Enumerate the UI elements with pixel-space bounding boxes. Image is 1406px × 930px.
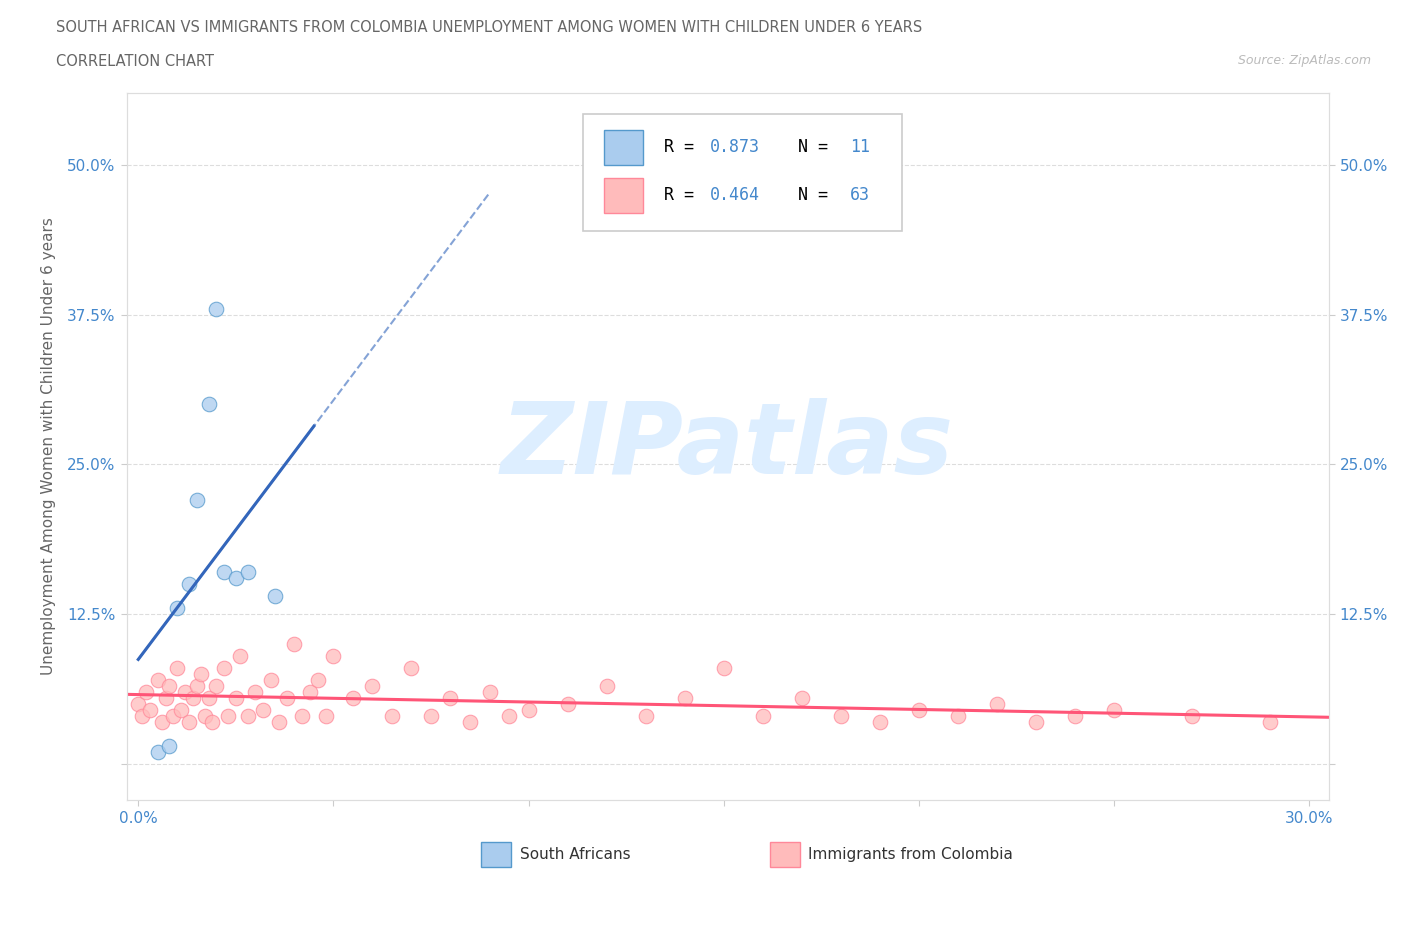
Text: R =: R = <box>664 187 704 205</box>
Point <box>201 714 224 729</box>
Text: 63: 63 <box>851 187 870 205</box>
Point <box>212 660 235 675</box>
Point <box>751 709 773 724</box>
Point <box>186 493 208 508</box>
Point <box>197 397 219 412</box>
Point <box>190 667 212 682</box>
Text: 0.873: 0.873 <box>710 139 759 156</box>
Point <box>439 691 461 706</box>
Point <box>217 709 239 724</box>
Point <box>170 702 193 717</box>
Point <box>225 571 247 586</box>
Point <box>713 660 735 675</box>
Point <box>166 601 188 616</box>
Point <box>298 684 321 699</box>
Text: N =: N = <box>778 139 838 156</box>
Point <box>225 691 247 706</box>
Point <box>252 702 274 717</box>
Point <box>790 691 813 706</box>
Text: Source: ZipAtlas.com: Source: ZipAtlas.com <box>1237 54 1371 67</box>
Point <box>420 709 443 724</box>
Point <box>401 660 423 675</box>
Text: CORRELATION CHART: CORRELATION CHART <box>56 54 214 69</box>
Point <box>186 679 208 694</box>
Point <box>291 709 314 724</box>
Point <box>498 709 520 724</box>
Point <box>322 648 344 663</box>
Point <box>986 697 1008 711</box>
Point <box>557 697 579 711</box>
Point <box>1181 709 1204 724</box>
Point <box>194 709 217 724</box>
Point <box>458 714 481 729</box>
Point <box>205 301 228 316</box>
Y-axis label: Unemployment Among Women with Children Under 6 years: Unemployment Among Women with Children U… <box>41 218 56 675</box>
Point <box>236 565 259 579</box>
Text: South Africans: South Africans <box>520 846 630 862</box>
Point <box>177 577 200 591</box>
Text: Immigrants from Colombia: Immigrants from Colombia <box>808 846 1012 862</box>
Point <box>283 637 305 652</box>
Point <box>267 714 290 729</box>
Point <box>478 684 501 699</box>
Point <box>162 709 184 724</box>
Point <box>150 714 173 729</box>
Point <box>361 679 384 694</box>
Point <box>205 679 228 694</box>
Point <box>174 684 197 699</box>
Bar <box>603 130 644 166</box>
Point <box>1258 714 1281 729</box>
Point <box>159 738 181 753</box>
Point <box>159 679 181 694</box>
Point <box>869 714 891 729</box>
Point <box>1025 714 1047 729</box>
Point <box>673 691 696 706</box>
Point <box>229 648 252 663</box>
Point <box>908 702 931 717</box>
Point <box>146 672 169 687</box>
Point <box>263 589 285 604</box>
Point <box>135 684 157 699</box>
Bar <box>481 842 512 867</box>
Point <box>260 672 283 687</box>
Point <box>276 691 298 706</box>
Bar <box>769 842 800 867</box>
Point <box>830 709 852 724</box>
Point <box>146 744 169 759</box>
Point <box>155 691 177 706</box>
Point <box>1102 702 1125 717</box>
Point <box>139 702 162 717</box>
Point <box>245 684 267 699</box>
Point <box>181 691 204 706</box>
Text: 11: 11 <box>851 139 870 156</box>
Point <box>946 709 969 724</box>
Point <box>177 714 200 729</box>
Point <box>595 679 617 694</box>
Point <box>1064 709 1087 724</box>
Text: 0.464: 0.464 <box>710 187 759 205</box>
Point <box>307 672 329 687</box>
Point <box>131 709 153 724</box>
Text: ZIPatlas: ZIPatlas <box>501 398 955 495</box>
Point <box>236 709 259 724</box>
Bar <box>603 178 644 213</box>
FancyBboxPatch shape <box>583 114 901 231</box>
Point <box>342 691 364 706</box>
Point <box>381 709 404 724</box>
Point <box>197 691 219 706</box>
Point <box>315 709 337 724</box>
Point <box>517 702 540 717</box>
Point <box>634 709 657 724</box>
Point <box>166 660 188 675</box>
Text: R =: R = <box>664 139 704 156</box>
Text: SOUTH AFRICAN VS IMMIGRANTS FROM COLOMBIA UNEMPLOYMENT AMONG WOMEN WITH CHILDREN: SOUTH AFRICAN VS IMMIGRANTS FROM COLOMBI… <box>56 20 922 35</box>
Point <box>212 565 235 579</box>
Point <box>127 697 149 711</box>
Text: N =: N = <box>778 187 838 205</box>
